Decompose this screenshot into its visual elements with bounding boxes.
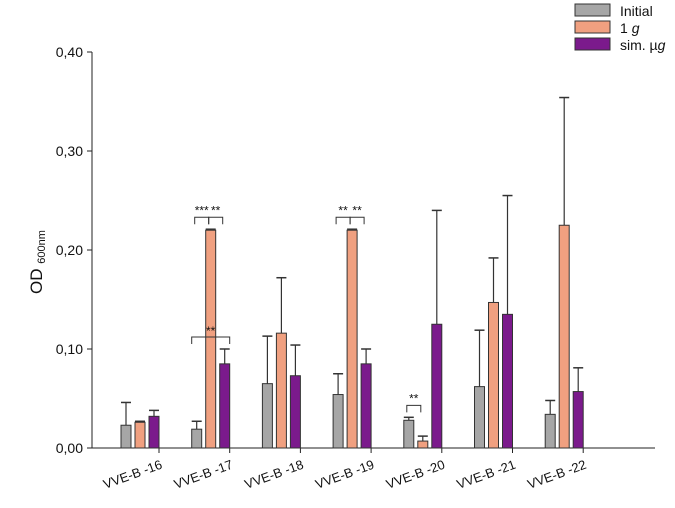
bar-sim-g: [360, 363, 372, 449]
bar-initial: [474, 386, 485, 449]
bar-initial: [332, 394, 344, 449]
bar-1-g: [275, 332, 287, 449]
legend-label: 1 g: [620, 20, 640, 36]
legend-label: Initial: [620, 3, 653, 19]
bar-initial: [403, 419, 415, 449]
bar-sim-g: [219, 363, 231, 449]
significance-bracket: [406, 404, 422, 413]
significance-bracket: [208, 216, 224, 225]
bar-sim-g: [148, 415, 160, 449]
bar-1-g: [417, 440, 429, 449]
significance-bracket: [194, 216, 210, 225]
bar-initial: [261, 383, 273, 449]
bar-initial: [120, 424, 132, 449]
y-axis-label: OD 600nm: [27, 230, 48, 294]
significance-label: **: [409, 391, 419, 405]
significance-label: **: [206, 324, 216, 338]
y-tick-label: 0,30: [56, 143, 83, 159]
significance-bracket: [191, 336, 231, 345]
bar-sim-g: [431, 323, 443, 449]
x-tick-label: VVE-B -22: [525, 457, 588, 492]
legend-swatch: [574, 37, 611, 51]
x-tick-label: VVE-B -20: [384, 457, 447, 492]
bar-sim-g: [572, 391, 584, 449]
bar-sim-g: [289, 375, 301, 449]
x-tick-label: VVE-B -21: [455, 457, 518, 492]
x-tick-label: VVE-B -17: [172, 457, 235, 492]
y-tick-label: 0,10: [56, 341, 83, 357]
significance-label: **: [338, 203, 348, 217]
significance-label: **: [352, 203, 362, 217]
bar-initial: [544, 413, 556, 449]
bracket-gap: [206, 336, 215, 354]
y-tick-label: 0,20: [56, 242, 83, 258]
significance-bracket: [349, 216, 365, 225]
legend-swatch: [574, 3, 611, 17]
legend-swatch: [574, 20, 611, 34]
significance-label: **: [211, 203, 221, 217]
significance-bracket: [335, 216, 351, 225]
x-tick-label: VVE-B -16: [101, 457, 164, 492]
bar-initial: [191, 428, 203, 449]
bar-sim-g: [502, 313, 513, 449]
significance-label: ***: [195, 203, 209, 217]
bar-1-g: [346, 229, 358, 449]
y-tick-label: 0,40: [56, 44, 83, 60]
x-tick-label: VVE-B -19: [313, 457, 376, 492]
bar-1-g: [558, 224, 570, 449]
bar-1-g: [134, 421, 146, 449]
y-tick-label: 0,00: [56, 440, 83, 456]
bar-1-g: [488, 301, 499, 449]
x-tick-label: VVE-B -18: [243, 457, 306, 492]
legend-label: sim. µg: [620, 37, 666, 53]
